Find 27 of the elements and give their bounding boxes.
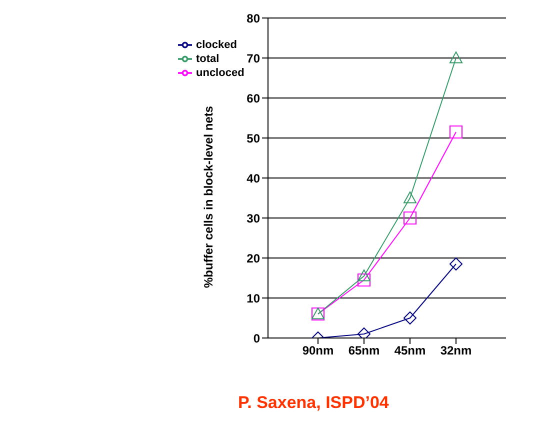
y-tick-label: 70 <box>246 51 260 66</box>
point <box>358 270 370 282</box>
point <box>358 274 370 286</box>
y-tick-label: 20 <box>246 251 260 266</box>
point <box>358 328 370 338</box>
y-tick-label: 0 <box>253 331 260 346</box>
point <box>450 52 462 64</box>
y-tick-label: 50 <box>246 131 260 146</box>
point <box>404 192 416 204</box>
legend-label: total <box>196 52 220 65</box>
y-tick-label: 80 <box>246 11 260 26</box>
y-tick-label: 60 <box>246 91 260 106</box>
x-tick-label: 65nm <box>348 344 380 358</box>
x-tick-label: 45nm <box>394 344 426 358</box>
legend-label: uncloced <box>196 66 244 79</box>
x-tick-label: 90nm <box>302 344 334 358</box>
y-tick-label: 40 <box>246 171 260 186</box>
y-axis-title: %buffer cells in block-level nets <box>201 106 216 288</box>
y-tick-label: 10 <box>246 291 260 306</box>
point <box>450 126 462 138</box>
point <box>404 212 416 224</box>
x-tick-label: 32nm <box>440 344 472 358</box>
point <box>450 258 462 270</box>
text: P. Saxena, ISPD’04 <box>238 393 389 413</box>
legend-label: clocked <box>196 38 237 51</box>
y-tick-label: 30 <box>246 211 260 226</box>
point <box>404 312 416 324</box>
